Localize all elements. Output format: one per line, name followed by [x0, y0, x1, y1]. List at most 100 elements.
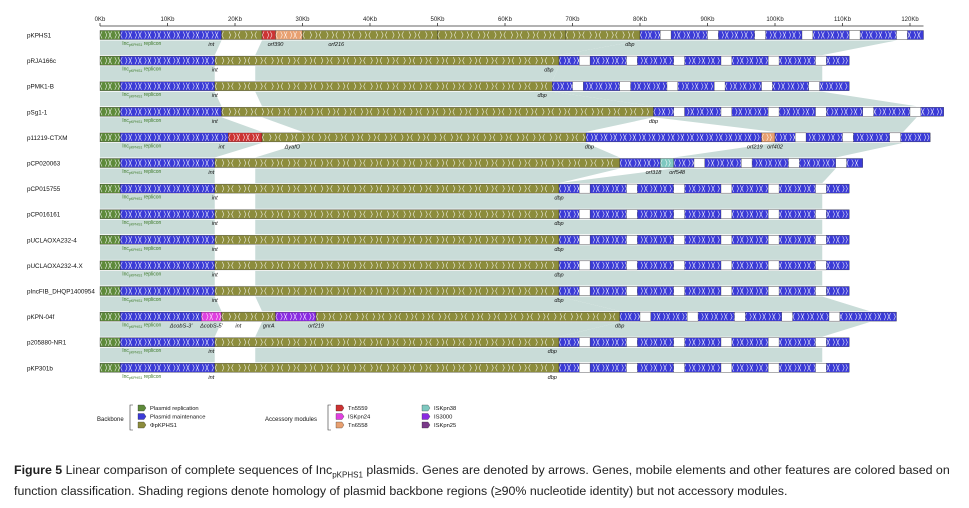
- gene-arrow: [664, 56, 667, 65]
- gene-segment-maint: [558, 260, 850, 271]
- gene-arrow: [629, 133, 632, 142]
- gene-arrow: [607, 236, 610, 244]
- gene-arrow: [114, 364, 117, 372]
- gene-arrow: [182, 31, 185, 39]
- gene-arrow: [153, 364, 157, 372]
- gene-arrow: [716, 108, 719, 116]
- gene-arrow: [458, 159, 461, 167]
- gene-arrow: [688, 210, 691, 218]
- gene-arrow: [216, 133, 219, 142]
- gene-arrow: [243, 184, 247, 193]
- gene-arrow: [845, 210, 848, 218]
- gene-arrow: [668, 108, 671, 116]
- gene-arrow: [197, 236, 200, 244]
- gene-arrow: [602, 184, 605, 193]
- gene-arrow: [197, 31, 200, 39]
- gene-arrow: [264, 261, 267, 270]
- gene-arrow: [561, 159, 564, 167]
- replicon-suffix: replicon: [142, 195, 161, 201]
- gene-arrow: [758, 82, 761, 90]
- gene-arrow: [134, 82, 137, 90]
- gene-arrow: [326, 82, 329, 90]
- gene-arrow: [616, 56, 619, 65]
- gene-label: int: [208, 42, 214, 48]
- hypothetical-gene: [579, 337, 591, 347]
- hypothetical-gene: [673, 363, 685, 373]
- gene-arrow: [100, 312, 103, 321]
- replicon-prefix: Inc: [122, 246, 129, 252]
- gene-arrow: [552, 82, 555, 90]
- gene-arrow: [153, 261, 157, 270]
- gene-arrow: [237, 133, 241, 142]
- gene-arrow: [304, 82, 307, 90]
- gene-arrow: [206, 31, 209, 39]
- gene-arrow: [271, 312, 274, 321]
- gene-arrow: [363, 287, 366, 295]
- gene-arrow: [163, 338, 166, 346]
- gene-arrow: [309, 236, 313, 244]
- gene-arrow: [707, 159, 710, 167]
- gene-arrow: [304, 261, 307, 270]
- gene-arrow: [419, 236, 423, 244]
- gene-arrow: [313, 82, 317, 90]
- gene-arrow: [378, 312, 381, 321]
- gene-arrow: [648, 133, 651, 142]
- gene-arrow: [392, 364, 395, 372]
- gene-arrow: [120, 82, 123, 90]
- gene-arrow: [779, 210, 783, 218]
- gene-arrow: [192, 108, 195, 116]
- gene-arrow: [254, 338, 258, 346]
- replicon-suffix: replicon: [142, 143, 161, 149]
- replicon-label: IncpKPHS1 replicon: [122, 348, 161, 354]
- gene-arrow: [707, 364, 711, 372]
- gene-arrow: [474, 82, 478, 90]
- gene-arrow: [648, 82, 651, 90]
- gene-arrow: [760, 364, 763, 372]
- gene-arrow: [629, 159, 632, 167]
- gene-arrow: [640, 56, 643, 65]
- gene-arrow: [511, 82, 515, 90]
- gene-arrow: [609, 82, 613, 90]
- gene-arrow: [276, 56, 280, 65]
- gene-arrow: [370, 210, 373, 218]
- gene-arrow: [114, 184, 117, 193]
- gene-arrow: [326, 210, 329, 218]
- gene-arrow: [392, 56, 395, 65]
- gene-arrow: [149, 338, 152, 346]
- gene-arrow: [386, 184, 390, 193]
- gene-arrow: [182, 364, 185, 372]
- homology-band: [100, 322, 222, 337]
- legend-label: ISKpn25: [434, 423, 456, 429]
- gene-segment-maint: [558, 286, 850, 296]
- homology-band: [255, 91, 654, 107]
- gene-arrow: [149, 364, 152, 372]
- replicon-label: IncpKPHS1 replicon: [122, 41, 161, 47]
- gene-arrow: [104, 108, 108, 116]
- gene-arrow: [497, 312, 500, 321]
- gene-arrow: [551, 184, 555, 193]
- gene-arrow: [830, 82, 833, 90]
- gene-arrow: [775, 133, 778, 142]
- gene-arrow: [187, 184, 190, 193]
- gene-arrow: [342, 159, 346, 167]
- gene-arrow: [254, 56, 258, 65]
- gene-arrow: [518, 236, 522, 244]
- gene-arrow: [880, 133, 883, 142]
- gene-arrow: [502, 261, 505, 270]
- gene-arrow: [429, 287, 432, 295]
- gene-arrow: [602, 56, 605, 65]
- gene-arrow: [507, 364, 511, 372]
- gene-arrow: [221, 31, 224, 39]
- gene-arrow: [252, 133, 255, 142]
- gene-arrow: [134, 56, 137, 65]
- gene-arrow: [731, 210, 735, 218]
- gene-arrow: [841, 31, 844, 39]
- gene-arrow: [267, 108, 270, 116]
- gene-arrow: [669, 338, 672, 346]
- hypothetical-gene: [768, 183, 780, 194]
- gene-arrow: [693, 210, 696, 218]
- gene-arrow: [396, 338, 399, 346]
- gene-arrow: [206, 236, 209, 244]
